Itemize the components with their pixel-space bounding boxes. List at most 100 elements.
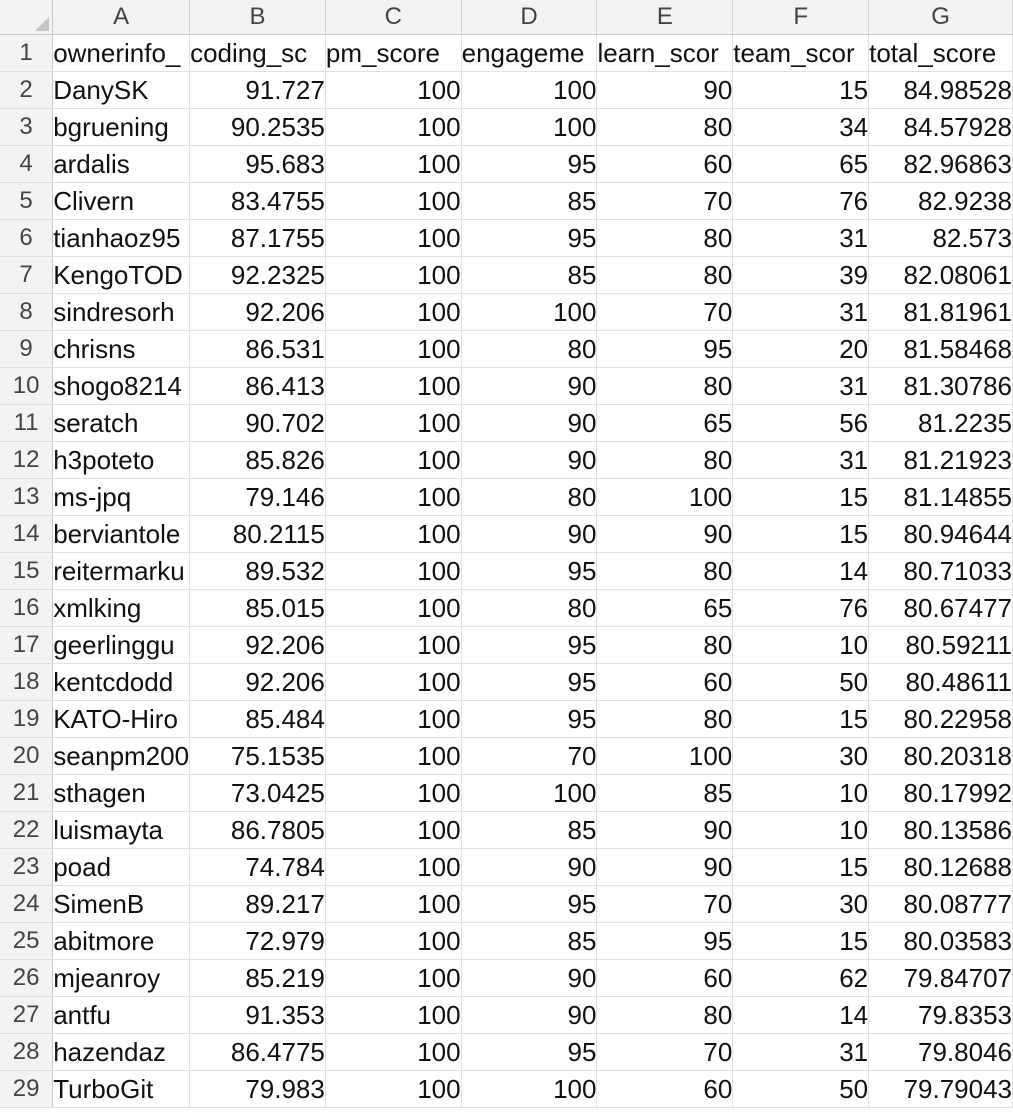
cell-b[interactable]: 85.826 — [189, 441, 326, 479]
cell-d[interactable]: 95 — [461, 145, 598, 183]
cell-e[interactable]: 90 — [596, 811, 734, 849]
cell-c[interactable]: 100 — [325, 996, 462, 1034]
cell-d[interactable]: 85 — [461, 811, 598, 849]
cell-b[interactable]: 86.7805 — [189, 811, 326, 849]
cell-a[interactable]: seanpm200 — [52, 737, 191, 775]
cell-c[interactable]: 100 — [325, 330, 462, 368]
cell-e[interactable]: 80 — [596, 996, 734, 1034]
column-header-b[interactable]: B — [189, 0, 326, 35]
cell-a[interactable]: hazendaz — [52, 1033, 191, 1071]
cell-f[interactable]: 15 — [732, 922, 870, 960]
cell-g[interactable]: 82.96863 — [868, 145, 1013, 183]
cell-e[interactable]: 80 — [596, 626, 734, 664]
cell-a[interactable]: DanySK — [52, 71, 191, 109]
row-header[interactable]: 20 — [0, 737, 54, 775]
cell-b[interactable]: 74.784 — [189, 848, 326, 886]
cell-b[interactable]: 83.4755 — [189, 182, 326, 220]
cell-a[interactable]: abitmore — [52, 922, 191, 960]
cell-g[interactable]: 80.13586 — [868, 811, 1013, 849]
cell-a[interactable]: luismayta — [52, 811, 191, 849]
cell-g[interactable]: 81.21923 — [868, 441, 1013, 479]
cell-d[interactable]: 100 — [461, 71, 598, 109]
row-header[interactable]: 27 — [0, 996, 54, 1034]
cell-d[interactable]: 95 — [461, 885, 598, 923]
cell-c[interactable]: 100 — [325, 145, 462, 183]
column-header-d[interactable]: D — [461, 0, 598, 35]
row-header[interactable]: 11 — [0, 404, 54, 442]
cell-g[interactable]: 82.9238 — [868, 182, 1013, 220]
cell-d[interactable]: 85 — [461, 182, 598, 220]
cell-b[interactable]: 91.727 — [189, 71, 326, 109]
row-header[interactable]: 9 — [0, 330, 54, 368]
cell-g[interactable]: 79.84707 — [868, 959, 1013, 997]
cell-d[interactable]: 85 — [461, 256, 598, 294]
cell-a[interactable]: geerlinggu — [52, 626, 191, 664]
cell-f[interactable]: 62 — [732, 959, 870, 997]
row-header[interactable]: 12 — [0, 441, 54, 479]
cell-e[interactable]: 80 — [596, 256, 734, 294]
cell-g[interactable]: 80.67477 — [868, 589, 1013, 627]
cell-f[interactable]: 10 — [732, 626, 870, 664]
cell-c[interactable]: 100 — [325, 552, 462, 590]
cell-a[interactable]: SimenB — [52, 885, 191, 923]
cell-c[interactable]: 100 — [325, 404, 462, 442]
cell-a[interactable]: seratch — [52, 404, 191, 442]
header-cell-e[interactable]: learn_scor — [596, 34, 734, 72]
cell-c[interactable]: 100 — [325, 811, 462, 849]
cell-e[interactable]: 80 — [596, 219, 734, 257]
cell-b[interactable]: 89.532 — [189, 552, 326, 590]
cell-e[interactable]: 95 — [596, 330, 734, 368]
cell-d[interactable]: 95 — [461, 1033, 598, 1071]
cell-e[interactable]: 90 — [596, 848, 734, 886]
cell-a[interactable]: Clivern — [52, 182, 191, 220]
column-header-e[interactable]: E — [596, 0, 734, 35]
cell-b[interactable]: 90.702 — [189, 404, 326, 442]
cell-a[interactable]: chrisns — [52, 330, 191, 368]
cell-a[interactable]: h3poteto — [52, 441, 191, 479]
cell-e[interactable]: 60 — [596, 959, 734, 997]
cell-b[interactable]: 90.2535 — [189, 108, 326, 146]
cell-b[interactable]: 85.484 — [189, 700, 326, 738]
cell-c[interactable]: 100 — [325, 1070, 462, 1108]
header-cell-f[interactable]: team_scor — [732, 34, 870, 72]
header-cell-d[interactable]: engageme — [461, 34, 598, 72]
row-header[interactable]: 7 — [0, 256, 54, 294]
cell-g[interactable]: 80.12688 — [868, 848, 1013, 886]
header-cell-a[interactable]: ownerinfo_ — [52, 34, 191, 72]
cell-g[interactable]: 80.08777 — [868, 885, 1013, 923]
cell-b[interactable]: 72.979 — [189, 922, 326, 960]
cell-d[interactable]: 80 — [461, 330, 598, 368]
cell-b[interactable]: 95.683 — [189, 145, 326, 183]
cell-f[interactable]: 76 — [732, 589, 870, 627]
cell-d[interactable]: 85 — [461, 922, 598, 960]
cell-a[interactable]: KATO-Hiro — [52, 700, 191, 738]
cell-g[interactable]: 81.14855 — [868, 478, 1013, 516]
cell-a[interactable]: xmlking — [52, 589, 191, 627]
cell-b[interactable]: 79.146 — [189, 478, 326, 516]
cell-e[interactable]: 65 — [596, 589, 734, 627]
cell-d[interactable]: 100 — [461, 1070, 598, 1108]
cell-f[interactable]: 39 — [732, 256, 870, 294]
cell-d[interactable]: 90 — [461, 515, 598, 553]
header-cell-b[interactable]: coding_sc — [189, 34, 326, 72]
cell-d[interactable]: 90 — [461, 404, 598, 442]
cell-c[interactable]: 100 — [325, 219, 462, 257]
cell-c[interactable]: 100 — [325, 515, 462, 553]
row-header[interactable]: 10 — [0, 367, 54, 405]
cell-c[interactable]: 100 — [325, 182, 462, 220]
row-header[interactable]: 25 — [0, 922, 54, 960]
cell-e[interactable]: 80 — [596, 552, 734, 590]
cell-c[interactable]: 100 — [325, 441, 462, 479]
cell-g[interactable]: 80.17992 — [868, 774, 1013, 812]
cell-b[interactable]: 86.531 — [189, 330, 326, 368]
row-header[interactable]: 8 — [0, 293, 54, 331]
cell-a[interactable]: kentcdodd — [52, 663, 191, 701]
cell-e[interactable]: 70 — [596, 293, 734, 331]
cell-b[interactable]: 92.206 — [189, 626, 326, 664]
cell-f[interactable]: 10 — [732, 774, 870, 812]
cell-c[interactable]: 100 — [325, 108, 462, 146]
cell-e[interactable]: 95 — [596, 922, 734, 960]
cell-f[interactable]: 50 — [732, 1070, 870, 1108]
cell-e[interactable]: 60 — [596, 1070, 734, 1108]
cell-g[interactable]: 80.03583 — [868, 922, 1013, 960]
